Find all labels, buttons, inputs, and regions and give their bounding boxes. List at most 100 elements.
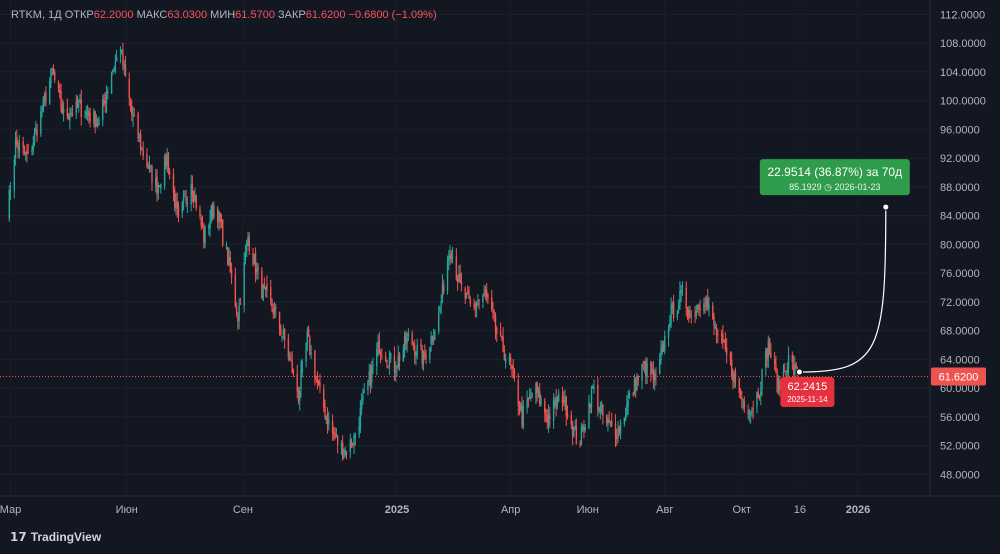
candle-body [616, 435, 618, 440]
candle-body [611, 420, 613, 426]
candle-body [397, 355, 399, 367]
candle-body [770, 351, 772, 358]
candle-body [247, 237, 249, 246]
candle-body [655, 373, 657, 376]
candle-body [201, 224, 204, 228]
price-tick-label: 84.0000 [940, 211, 980, 223]
candle-body [222, 219, 224, 245]
candle-body [378, 340, 381, 354]
candle-body [333, 431, 335, 435]
candle-body [210, 205, 213, 220]
price-tick-label: 68.0000 [940, 326, 980, 338]
candle-body [446, 261, 449, 291]
candle-body [671, 303, 674, 309]
time-axis[interactable]: Мар Июн Сен 2025 Апр Июн Авг Окт 16 2026 [0, 504, 870, 516]
candle-body [765, 350, 767, 368]
candle-body [561, 396, 564, 403]
candle-body [660, 349, 662, 361]
candle-body [775, 363, 777, 372]
candle-body [257, 267, 259, 271]
candle-body [761, 369, 763, 390]
candle-body [563, 400, 565, 403]
candle-body [626, 403, 628, 416]
candle-body [540, 399, 542, 405]
candle-body [176, 202, 178, 209]
candle-body [597, 384, 599, 410]
price-axis[interactable]: 112.0000 108.0000 104.0000 100.0000 96.0000 9… [940, 9, 986, 481]
last-price-label-bg [931, 367, 986, 386]
candle-body [600, 404, 603, 408]
candle-body [290, 359, 292, 361]
price-tick-label: 112.0000 [940, 9, 985, 21]
candle-body [319, 382, 321, 388]
candle-body [305, 343, 307, 362]
candle-body [467, 290, 469, 294]
candle-body [441, 283, 444, 299]
candle-body [31, 150, 33, 152]
interval[interactable]: 1Д [48, 9, 62, 21]
candle-body [146, 153, 148, 168]
candle-body [252, 252, 254, 265]
candle-body [272, 308, 274, 314]
forecast-end-point[interactable] [882, 203, 890, 211]
candle-body [234, 274, 237, 307]
candle-body [757, 392, 759, 399]
candle-body [225, 245, 228, 247]
high-value: 63.0300 [167, 9, 208, 21]
forecast-projection[interactable]: 22.9514 (36.87%) за 70д 85.1929 ◷ 2026-01… [759, 159, 910, 408]
candle-body [155, 178, 157, 186]
candle-body [150, 165, 152, 167]
candle-body [598, 409, 600, 412]
candle-body [13, 159, 16, 190]
candle-body [503, 349, 506, 361]
high-label: МАКС [136, 9, 168, 21]
candle-body [17, 143, 19, 150]
candle-body [379, 353, 382, 355]
forecast-base-box [780, 377, 835, 408]
candle-body [499, 331, 502, 336]
candle-body [376, 349, 378, 366]
low-value: 61.5700 [235, 9, 275, 21]
chart-grid [0, 13, 930, 475]
candle-body [381, 355, 383, 357]
candle-body [464, 287, 466, 299]
candle-body [218, 210, 220, 222]
candle-body [191, 184, 194, 194]
last-price-label: 61.6200 [931, 367, 986, 386]
tradingview-branding[interactable]: 𝟭𝟳 TradingView [10, 530, 101, 544]
candle-body [768, 338, 771, 354]
forecast-change-box [759, 159, 910, 196]
candle-body [741, 396, 743, 400]
candle-body [491, 297, 493, 310]
candle-body [405, 334, 407, 345]
candle-body [636, 377, 638, 391]
symbol[interactable]: RTKM [11, 9, 42, 21]
candle-body [555, 397, 557, 408]
candle-body [343, 456, 345, 459]
candle-body [86, 113, 89, 115]
candle-body [420, 343, 422, 347]
candle-body [177, 207, 180, 216]
forecast-base-date: 2025-11-14 [787, 395, 828, 404]
time-tick-label: Апр [501, 504, 520, 516]
price-tick-label: 104.0000 [940, 67, 986, 79]
candle-body [459, 272, 461, 283]
candle-body [776, 372, 778, 392]
candle-body [110, 74, 113, 94]
candle-body [61, 105, 64, 114]
time-tick-label: Июн [577, 504, 599, 516]
candle-body [40, 111, 42, 134]
candle-body [328, 420, 330, 424]
candle-body [148, 164, 151, 169]
candle-body [738, 378, 740, 394]
candle-body [708, 304, 710, 310]
last-price-label-text: 61.6200 [939, 372, 979, 384]
candle-body [739, 390, 742, 395]
candle-body [584, 426, 586, 431]
candle-body [358, 426, 360, 436]
candle-body [113, 68, 115, 70]
forecast-start-point[interactable] [795, 368, 803, 376]
candle-body [749, 412, 752, 414]
candle-body [246, 243, 248, 252]
